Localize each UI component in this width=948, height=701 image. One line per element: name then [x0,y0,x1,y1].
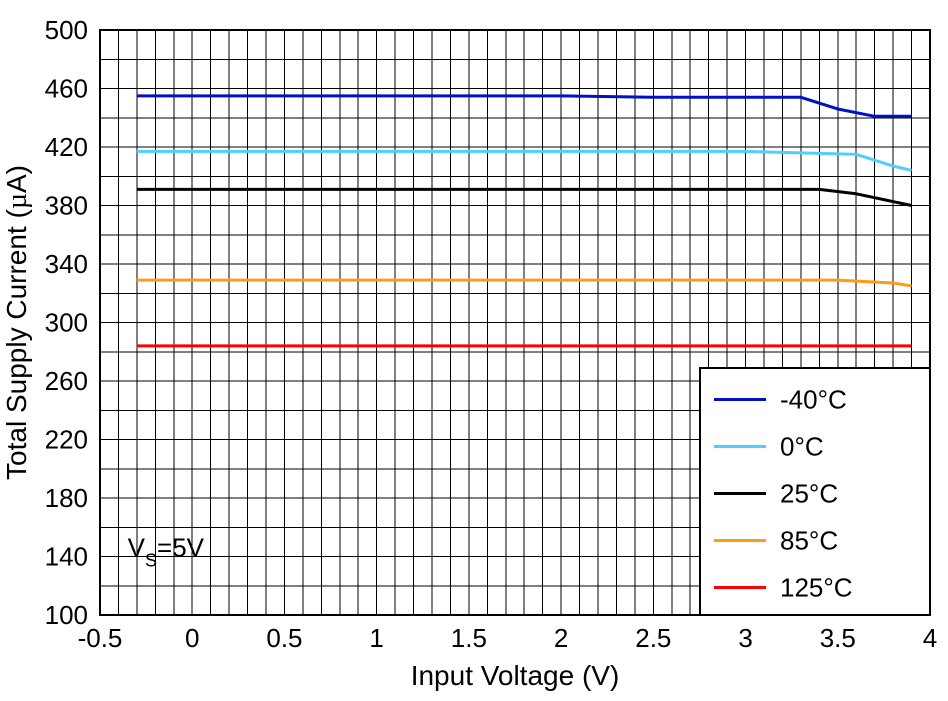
x-tick-label: 3 [738,623,752,653]
legend-label: 25°C [780,479,838,509]
y-tick-label: 500 [45,15,88,45]
y-axis-label: Total Supply Current (µA) [1,165,33,480]
y-tick-label: 220 [45,425,88,455]
supply-current-chart: -0.500.511.522.533.541001401802202603003… [0,0,948,701]
x-tick-label: 1 [369,623,383,653]
legend-label: -40°C [780,385,847,415]
x-tick-label: 1.5 [451,623,487,653]
y-tick-label: 260 [45,366,88,396]
x-tick-label: 2.5 [635,623,671,653]
x-tick-label: 3.5 [820,623,856,653]
y-tick-label: 100 [45,600,88,630]
x-tick-label: 2 [554,623,568,653]
y-tick-label: 380 [45,191,88,221]
legend: -40°C 0°C 25°C 85°C 125°C [700,368,930,615]
x-axis-label: Input Voltage (V) [411,660,620,691]
y-tick-label: 420 [45,132,88,162]
x-tick-label: 0.5 [266,623,302,653]
legend-label: 125°C [780,573,853,603]
y-tick-label: 180 [45,483,88,513]
legend-label: 0°C [780,432,824,462]
y-tick-label: 140 [45,542,88,572]
chart-container: -0.500.511.522.533.541001401802202603003… [0,0,948,701]
x-tick-label: 4 [923,623,937,653]
y-tick-label: 340 [45,249,88,279]
x-tick-label: 0 [185,623,199,653]
y-tick-label: 460 [45,74,88,104]
legend-label: 85°C [780,526,838,556]
y-tick-label: 300 [45,308,88,338]
